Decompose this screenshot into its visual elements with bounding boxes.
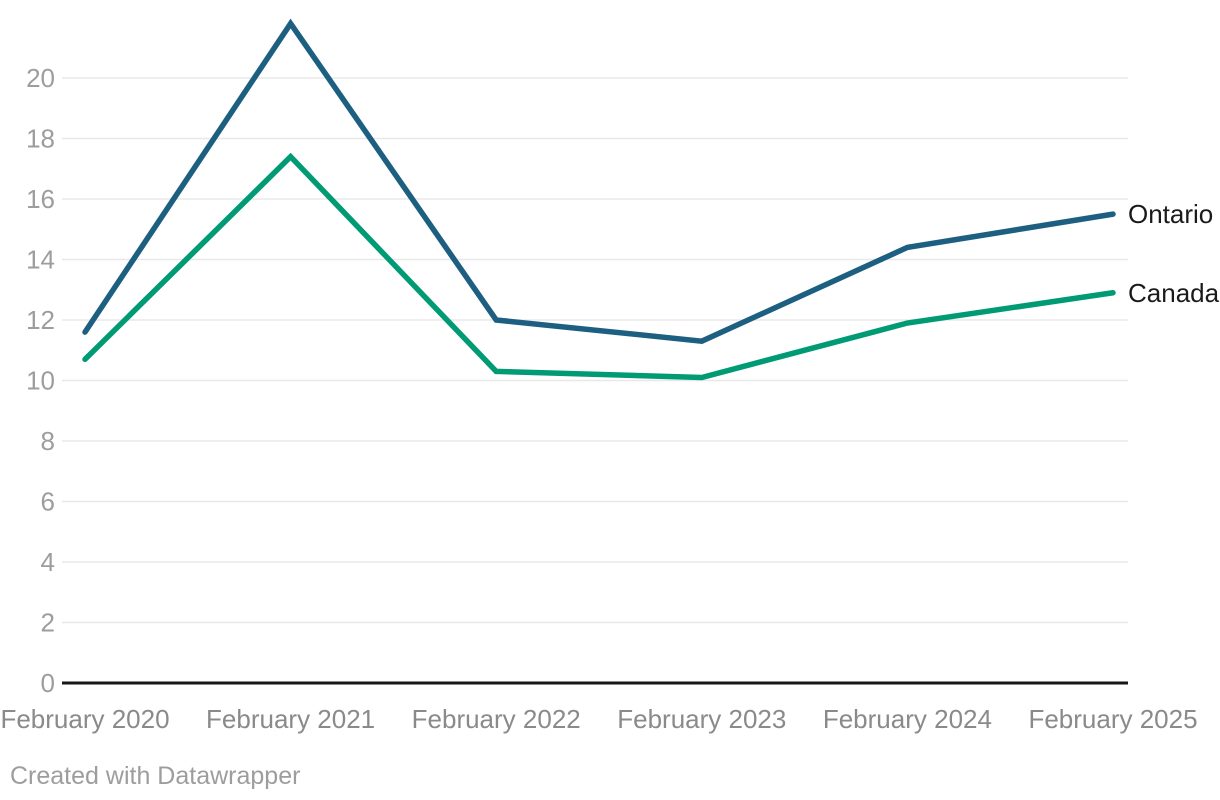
x-axis-label-5: February 2025 [1028,704,1197,734]
datawrapper-credit: Created with Datawrapper [10,762,301,790]
y-tick-label-12: 12 [26,305,55,335]
x-axis-label-2: February 2022 [412,704,581,734]
series-line-ontario [82,18,1116,344]
y-tick-label-4: 4 [41,547,55,577]
y-tick-label-0: 0 [41,668,55,698]
x-axis-label-4: February 2024 [823,704,992,734]
y-tick-label-6: 6 [41,487,55,517]
x-axis-label-1: February 2021 [206,704,375,734]
y-tick-label-10: 10 [26,366,55,396]
y-tick-label-14: 14 [26,245,55,275]
y-tick-label-16: 16 [26,184,55,214]
y-tick-label-8: 8 [41,426,55,456]
y-tick-label-18: 18 [26,124,55,154]
x-axis-label-3: February 2023 [617,704,786,734]
y-tick-label-2: 2 [41,608,55,638]
series-label-canada: Canada [1128,278,1220,308]
x-axis-label-0: February 2020 [0,704,169,734]
series-line-canada [82,152,1116,381]
series-label-ontario: Ontario [1128,199,1213,229]
y-tick-label-20: 20 [26,63,55,93]
